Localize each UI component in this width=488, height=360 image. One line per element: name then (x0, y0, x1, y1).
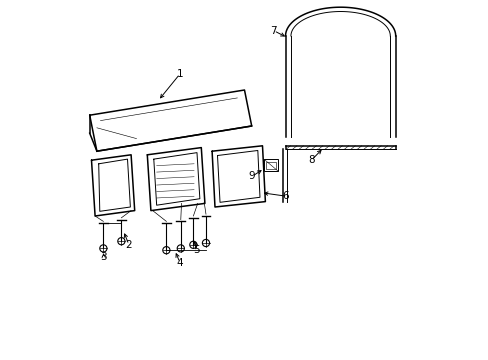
Bar (264, 159, 277, 171)
Text: 9: 9 (248, 171, 254, 181)
Text: 2: 2 (125, 240, 132, 250)
Text: 8: 8 (307, 155, 314, 165)
Text: 7: 7 (269, 26, 276, 36)
Bar (266, 162, 275, 169)
Text: 4: 4 (176, 258, 183, 268)
Text: 6: 6 (282, 191, 288, 201)
Text: 1: 1 (176, 69, 183, 79)
Text: 3: 3 (100, 252, 106, 262)
Text: 5: 5 (193, 245, 200, 255)
